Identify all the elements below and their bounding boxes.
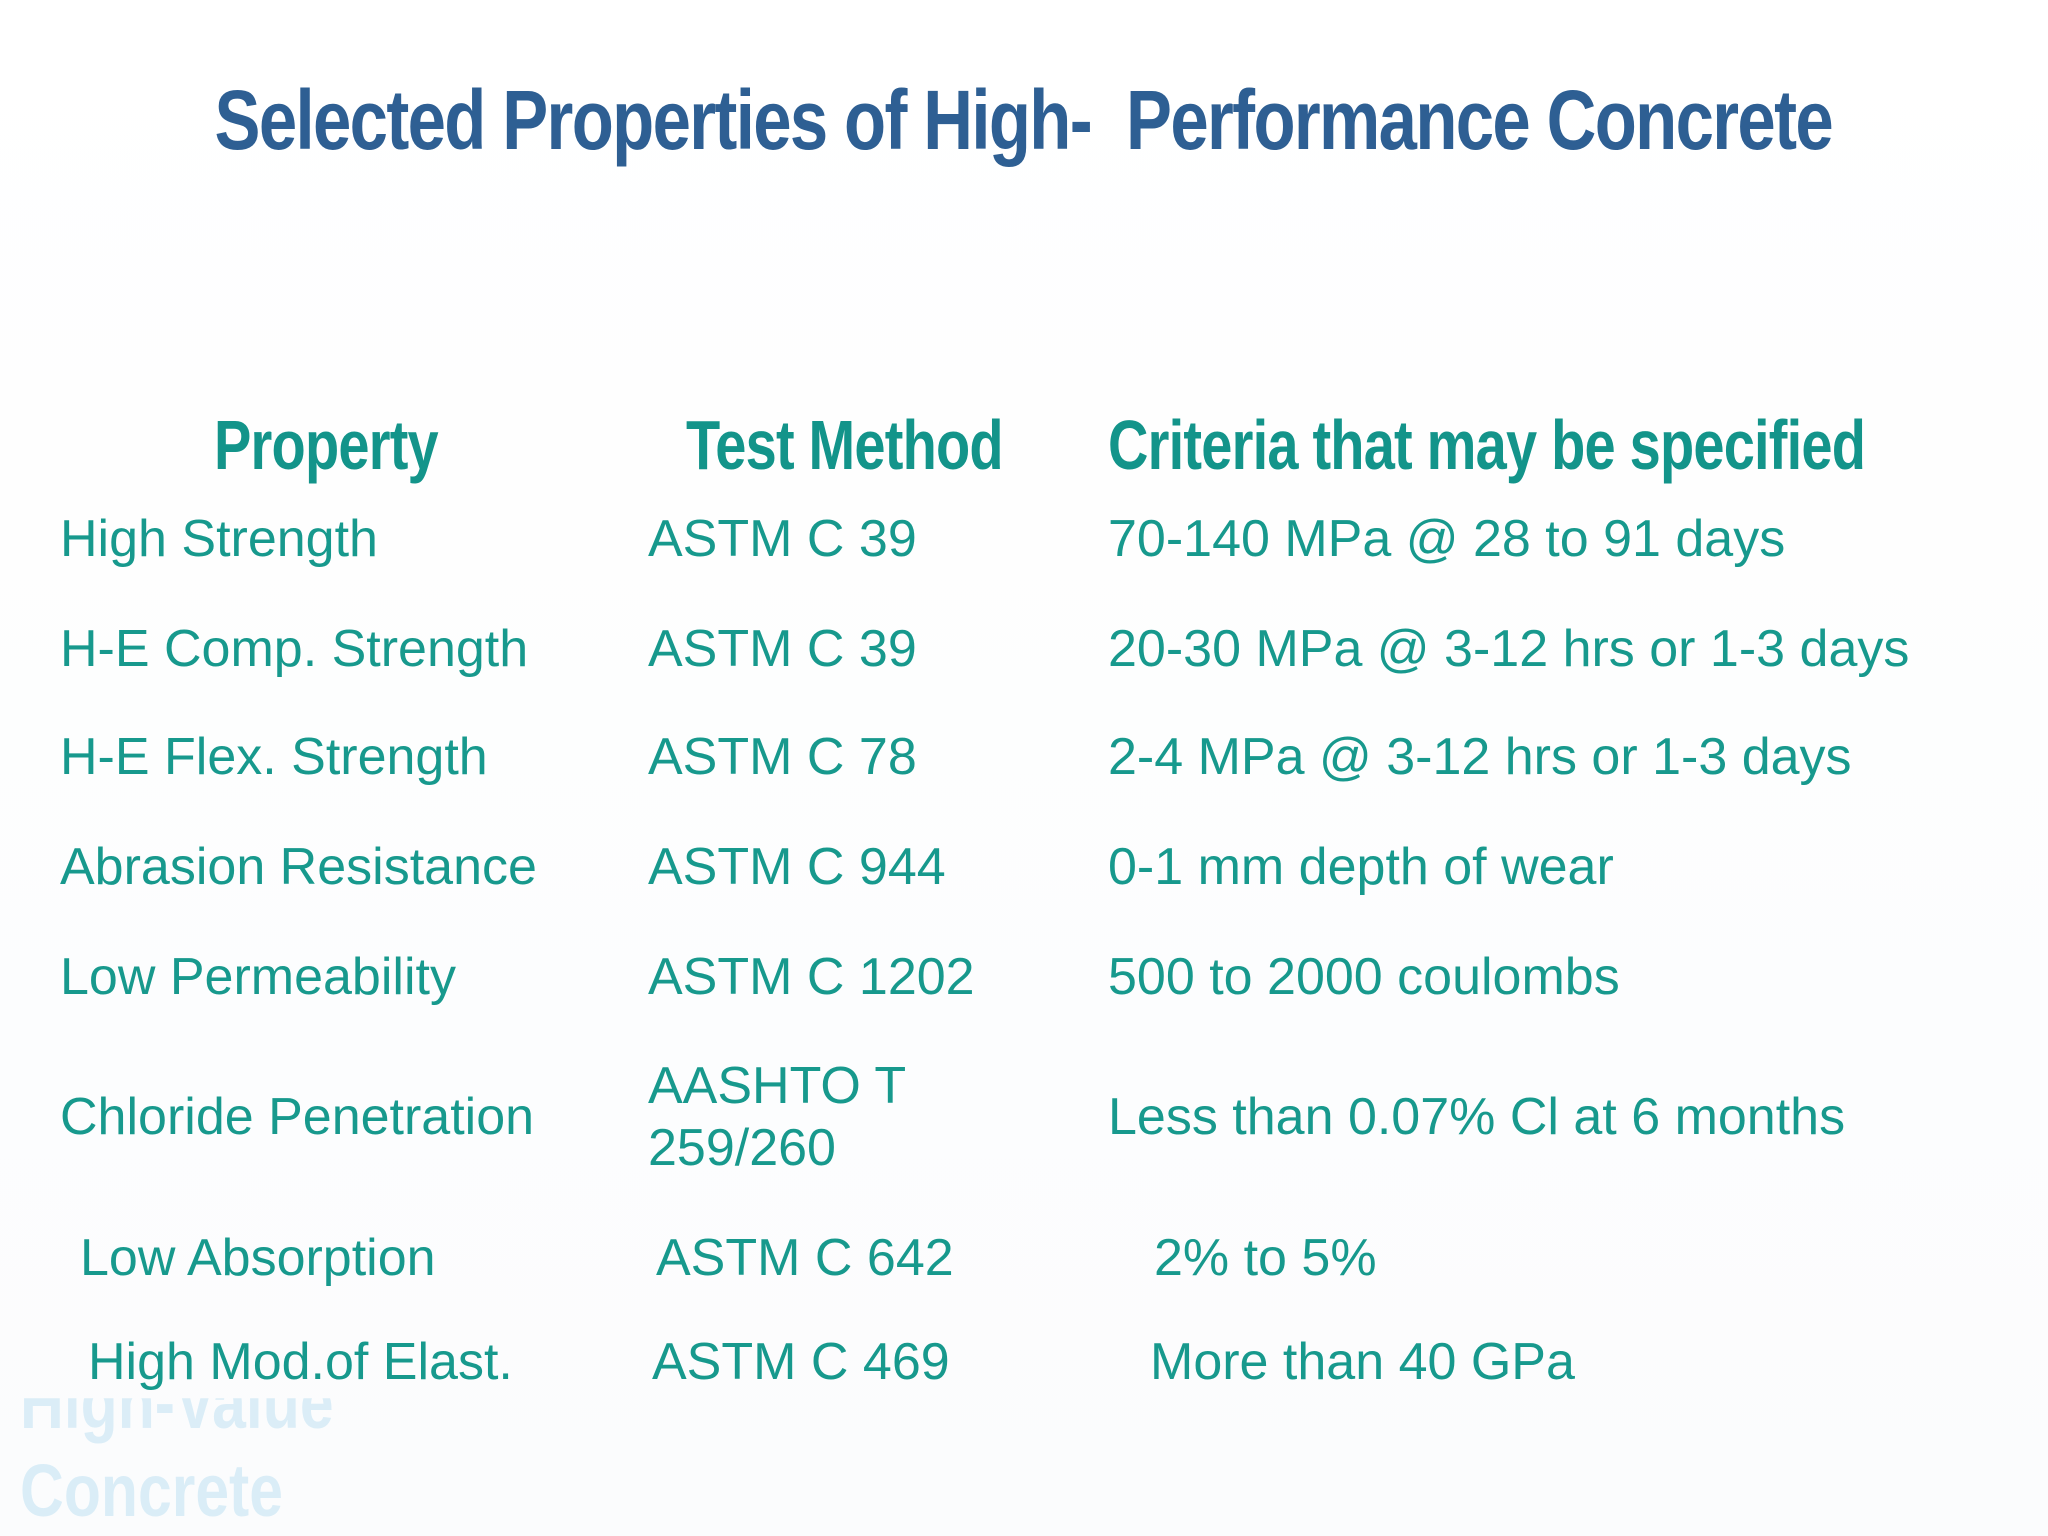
table-cell: High Strength bbox=[60, 510, 378, 568]
table-cell: ASTM C 39 bbox=[648, 620, 917, 678]
table-cell: Abrasion Resistance bbox=[60, 838, 537, 896]
table-cell: 500 to 2000 coulombs bbox=[1108, 948, 1620, 1006]
table-cell: Low Permeability bbox=[60, 948, 456, 1006]
table-cell: Chloride Penetration bbox=[60, 1088, 535, 1146]
column-header: Property bbox=[214, 406, 439, 484]
table-cell: ASTM C 78 bbox=[648, 728, 917, 786]
slide-title: Selected Properties of High- Performance… bbox=[214, 73, 1834, 167]
table-cell: 70-140 MPa @ 28 to 91 days bbox=[1108, 510, 1786, 568]
table-cell: H-E Comp. Strength bbox=[60, 620, 529, 678]
table-cell: ASTM C 642 bbox=[656, 1229, 954, 1287]
watermark: Concrete bbox=[20, 1449, 284, 1532]
table-cell: ASTM C 469 bbox=[652, 1333, 950, 1391]
watermark: High-Value bbox=[20, 1361, 334, 1444]
table-cell: High Mod.of Elast. bbox=[88, 1333, 513, 1391]
table-cell: ASTM C 944 bbox=[648, 838, 946, 896]
table-cell: 0-1 mm depth of wear bbox=[1108, 838, 1614, 896]
column-header: Test Method bbox=[686, 406, 1004, 484]
table-cell: ASTM C 1202 bbox=[648, 948, 975, 1006]
table-cell: 2% to 5% bbox=[1154, 1229, 1377, 1287]
table-cell: Less than 0.07% Cl at 6 months bbox=[1108, 1088, 1846, 1146]
table-cell: 2-4 MPa @ 3-12 hrs or 1-3 days bbox=[1108, 728, 1852, 786]
table-cell: AASHTO T 259/260 bbox=[648, 1057, 906, 1177]
table-cell: H-E Flex. Strength bbox=[60, 728, 488, 786]
table-cell: 20-30 MPa @ 3-12 hrs or 1-3 days bbox=[1108, 620, 1910, 678]
column-header: Criteria that may be specified bbox=[1108, 406, 1866, 484]
table-cell: ASTM C 39 bbox=[648, 510, 917, 568]
table-cell: More than 40 GPa bbox=[1150, 1333, 1575, 1391]
table-cell: Low Absorption bbox=[80, 1229, 436, 1287]
